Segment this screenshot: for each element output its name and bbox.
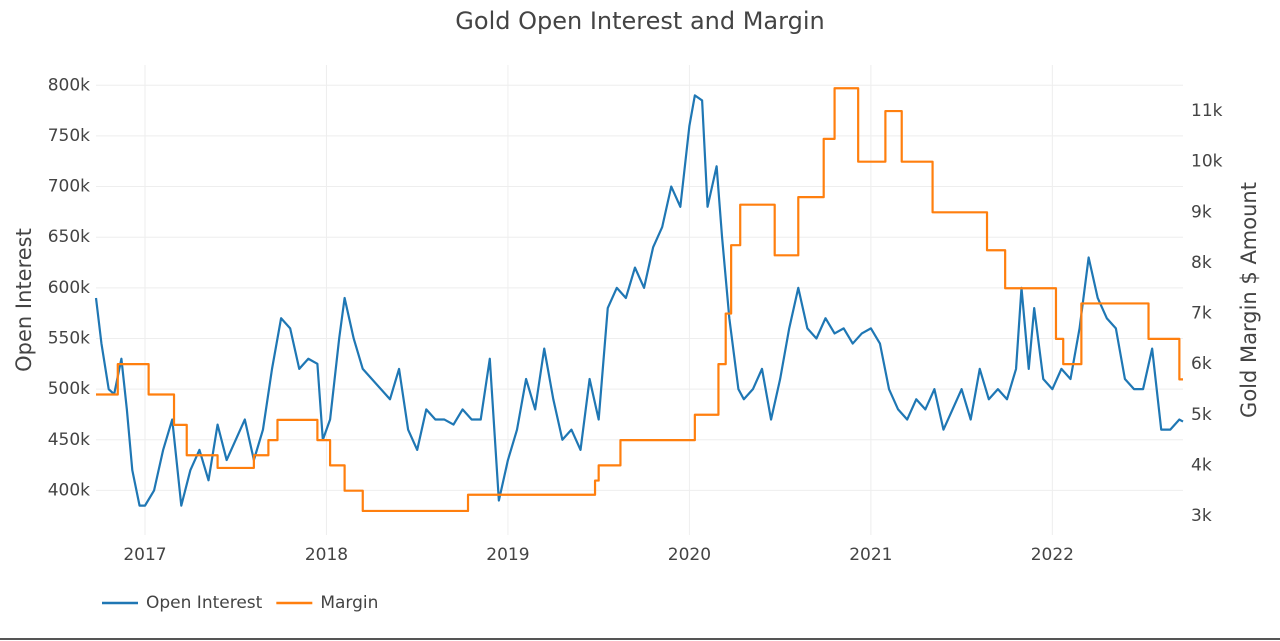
y-tick-label: 500k [48,379,90,399]
series-line [96,87,1183,513]
y2-tick-label: 4k [1191,455,1212,475]
x-tick-label: 2017 [123,545,166,565]
chart-title: Gold Open Interest and Margin [455,7,824,35]
y-tick-label: 400k [48,480,90,500]
x-tick-label: 2021 [849,545,892,565]
y-tick-label: 700k [48,177,90,197]
y-tick-label: 450k [48,430,90,450]
y-axis-title: Open Interest [12,228,36,372]
y2-tick-label: 11k [1191,101,1223,121]
legend-label: Open Interest [146,593,263,613]
x-tick-label: 2020 [668,545,711,565]
x-tick-label: 2018 [305,545,348,565]
x-tick-label: 2022 [1031,545,1074,565]
x-tick-label: 2019 [486,545,529,565]
y-tick-label: 550k [48,328,90,348]
y2-tick-label: 6k [1191,354,1212,374]
y2-tick-label: 8k [1191,253,1212,273]
y2-tick-label: 9k [1191,202,1212,222]
y2-tick-label: 3k [1191,506,1212,526]
y-tick-label: 650k [48,227,90,247]
series-line [94,94,1184,507]
y2-tick-label: 5k [1191,405,1212,425]
y-tick-label: 750k [48,126,90,146]
y2-tick-label: 7k [1191,304,1212,324]
y-tick-label: 800k [48,75,90,95]
y-tick-label: 600k [48,278,90,298]
y2-tick-label: 10k [1191,152,1223,172]
legend-label: Margin [320,593,378,613]
y2-axis-title: Gold Margin $ Amount [1237,182,1261,418]
